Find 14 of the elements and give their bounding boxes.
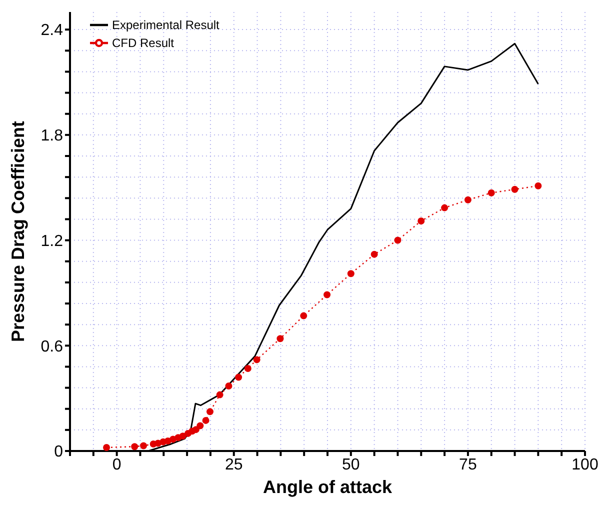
legend-label: CFD Result [112,36,174,50]
x-tick-label: 50 [342,456,360,474]
y-tick-label: 1.8 [40,128,64,145]
y-tick-label: 0 [54,444,64,461]
y-tick-label: 1.2 [40,232,64,250]
legend-label: Experimental Result [112,18,220,32]
x-axis-title: Angle of attack [262,477,393,497]
y-tick-label: 0.6 [40,338,64,356]
x-tick-label: 0 [112,456,122,474]
y-tick-label: 2.4 [40,22,64,40]
x-tick-label: 100 [572,456,598,474]
x-tick-label: 75 [459,456,477,474]
y-axis-title: Pressure Drag Coefficient [8,120,28,342]
x-tick-label: 25 [224,456,243,474]
